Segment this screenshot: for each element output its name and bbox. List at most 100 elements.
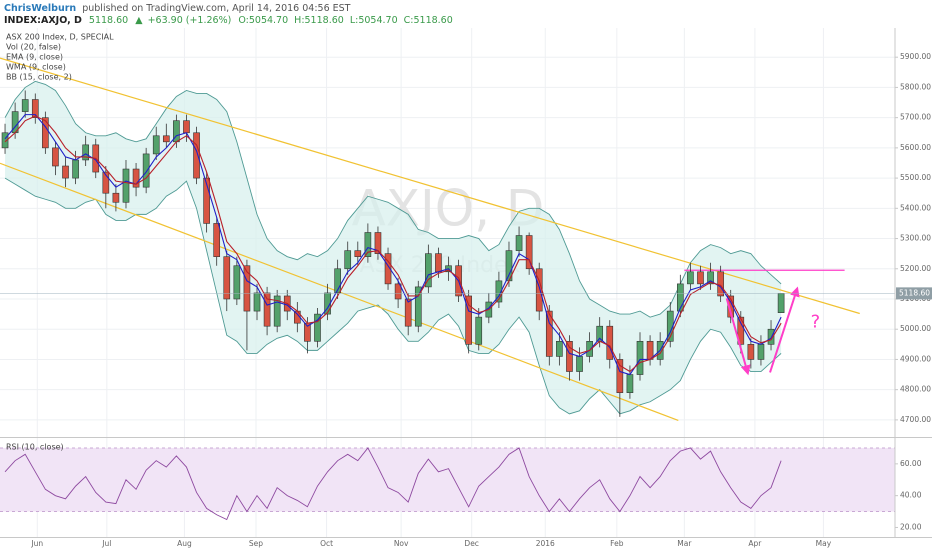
symbol: INDEX:AXJO, D <box>4 15 82 26</box>
candle-body <box>42 117 49 149</box>
last-price: 5118.60 <box>89 15 128 26</box>
change: +63.90 (+1.26%) <box>148 15 232 26</box>
candle-body <box>374 232 382 254</box>
arrow <box>769 286 800 373</box>
y-tick-label: 5300.00 <box>900 234 931 243</box>
candle-body <box>727 295 735 318</box>
ohlc-high: H:5118.60 <box>294 15 344 26</box>
y-tick-label: 5200.00 <box>900 264 931 273</box>
y-tick-label: 5600.00 <box>900 143 931 152</box>
y-tick-label: 5000.00 <box>900 324 931 333</box>
candle-body <box>747 344 755 360</box>
candle-body <box>183 120 190 134</box>
arrow <box>725 298 751 376</box>
ma-line <box>4 115 782 373</box>
candle-body <box>626 374 634 393</box>
rsi-band <box>0 447 895 512</box>
header-line: ChrisWelburn published on TradingView.co… <box>4 3 351 14</box>
candle-body <box>112 192 120 203</box>
candle-body <box>152 135 160 155</box>
y-tick-label: 4700.00 <box>900 415 931 424</box>
candle-body <box>253 292 261 312</box>
candle-body <box>263 292 271 327</box>
legend-wma: WMA (9, close) <box>6 63 66 72</box>
rsi-title: RSI (10, close) <box>6 443 64 452</box>
candle-body <box>82 144 89 161</box>
candle-body <box>717 271 724 297</box>
x-tick-label: 2016 <box>536 539 555 548</box>
candle-body <box>606 325 614 360</box>
candle-body <box>697 271 704 285</box>
candle-body <box>707 271 714 285</box>
y-tick-label: 5700.00 <box>900 113 931 122</box>
y-tick-label: 5900.00 <box>900 52 931 61</box>
candle-body <box>52 147 59 167</box>
rsi-y-tick-label: 40.00 <box>900 491 922 500</box>
candle-body <box>545 310 553 357</box>
candle-body <box>475 316 483 345</box>
candle-body <box>777 293 785 313</box>
candle-body <box>767 328 775 345</box>
trendline <box>0 57 860 315</box>
x-tick-label: Dec <box>464 539 479 548</box>
candle-body <box>314 313 321 342</box>
annotation: ? <box>811 311 821 332</box>
candle-body <box>354 250 362 257</box>
x-tick-label: Sep <box>249 539 263 548</box>
candle-body <box>495 280 503 303</box>
ohlc-close: C:5118.60 <box>404 15 453 26</box>
candle-body <box>425 253 432 288</box>
ohlc-low: L:5054.70 <box>350 15 398 26</box>
candle-body <box>525 235 533 270</box>
legend-ema: EMA (9, close) <box>6 53 63 62</box>
candle-body <box>435 253 442 273</box>
y-tick-label: 5800.00 <box>900 82 931 91</box>
x-tick-label: Apr <box>748 539 762 548</box>
rsi-y-tick-label: 20.00 <box>900 522 922 531</box>
candle-body <box>62 165 69 179</box>
candle-body <box>243 265 251 312</box>
candle-body <box>404 298 412 327</box>
candle-body <box>364 232 372 257</box>
candle-body <box>465 295 472 345</box>
candle-body <box>737 316 745 345</box>
candle-body <box>1 132 9 149</box>
x-tick-label: Feb <box>610 539 624 548</box>
chart-title: ASX 200 Index, D, SPECIAL <box>6 33 114 42</box>
candle-body <box>142 153 150 188</box>
author[interactable]: ChrisWelburn <box>4 3 76 14</box>
legend-vol: Vol (20, false) <box>6 43 61 52</box>
candle-body <box>21 99 29 112</box>
candle-body <box>233 265 241 300</box>
candle-body <box>646 341 654 360</box>
candle-body <box>162 135 170 143</box>
candle-body <box>687 271 694 285</box>
candle-body <box>616 359 624 393</box>
candle-body <box>193 132 200 179</box>
candle-body <box>535 268 543 312</box>
x-tick-label: Mar <box>677 539 692 548</box>
axes: Jun Jul Aug Sep Oct Nov Dec 2016 Feb Mar Apr May 470… <box>0 28 932 550</box>
candle-body <box>344 250 352 270</box>
candle-body <box>213 223 221 257</box>
bb-line <box>4 177 782 415</box>
candle-body <box>273 295 281 327</box>
published: published on TradingView.com, April 14, … <box>82 3 350 14</box>
last-price-label: 5118.60 <box>899 288 930 297</box>
candle-body <box>394 283 402 300</box>
y-tick-label: 5400.00 <box>900 203 931 212</box>
candle-body <box>636 341 644 375</box>
last-price-box <box>896 287 932 300</box>
candle-body <box>122 168 130 203</box>
x-tick-label: Oct <box>320 539 333 548</box>
bb-line <box>4 80 782 318</box>
candle-body <box>384 253 392 285</box>
x-tick-label: Nov <box>394 539 409 548</box>
candle-body <box>676 283 684 312</box>
x-tick-label: Jun <box>30 539 43 548</box>
change-arrow: ▲ <box>135 15 143 26</box>
candle-body <box>576 356 583 372</box>
legend-bb: BB (15, close, 2) <box>6 73 72 82</box>
